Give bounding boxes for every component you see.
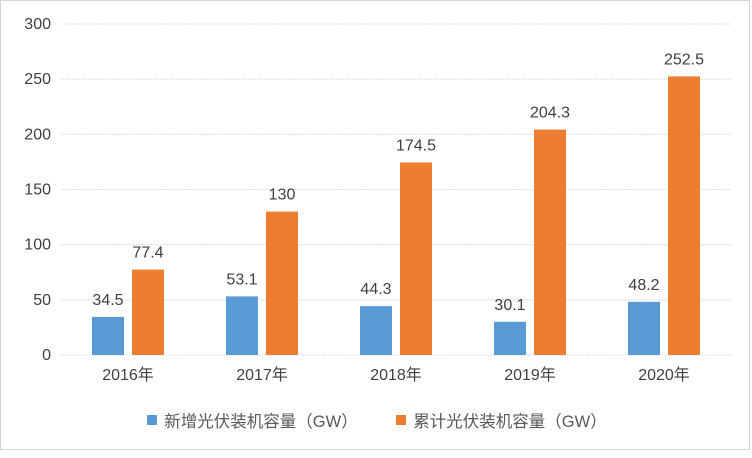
svg-text:44.3: 44.3 <box>360 281 391 298</box>
svg-text:2020年: 2020年 <box>638 366 690 384</box>
svg-text:174.5: 174.5 <box>396 138 436 155</box>
svg-text:0: 0 <box>42 347 51 364</box>
svg-text:250: 250 <box>24 71 51 88</box>
svg-text:77.4: 77.4 <box>132 245 163 262</box>
svg-text:2018年: 2018年 <box>370 366 422 384</box>
svg-text:130: 130 <box>269 187 296 204</box>
svg-text:204.3: 204.3 <box>530 105 570 122</box>
svg-text:200: 200 <box>24 126 51 143</box>
svg-text:2016年: 2016年 <box>102 366 154 384</box>
svg-text:2019年: 2019年 <box>504 366 556 384</box>
svg-text:150: 150 <box>24 182 51 199</box>
svg-text:100: 100 <box>24 237 51 254</box>
svg-text:48.2: 48.2 <box>628 277 659 294</box>
svg-text:34.5: 34.5 <box>92 292 123 309</box>
svg-text:252.5: 252.5 <box>664 51 704 68</box>
svg-text:2017年: 2017年 <box>236 366 288 384</box>
svg-text:30.1: 30.1 <box>494 297 525 314</box>
svg-text:300: 300 <box>24 16 51 33</box>
svg-text:50: 50 <box>33 292 51 309</box>
svg-text:53.1: 53.1 <box>226 271 257 288</box>
